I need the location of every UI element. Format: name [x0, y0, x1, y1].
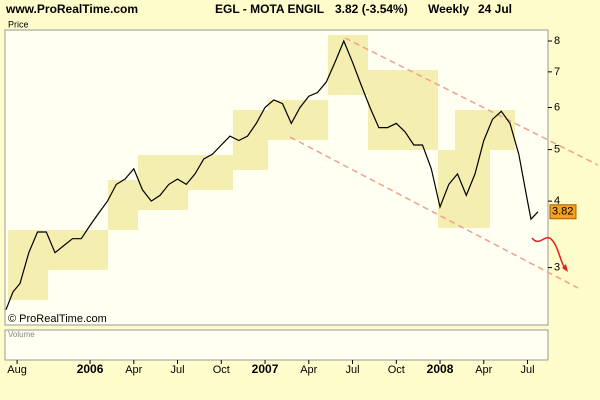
- x-tick-label: Apr: [125, 364, 142, 376]
- channel-lines: [289, 37, 599, 289]
- y-tick-label: 7: [554, 66, 560, 78]
- x-tick-label: Apr: [300, 364, 317, 376]
- x-tick-label: Apr: [475, 364, 492, 376]
- date: 24 Jul: [478, 2, 512, 16]
- x-tick-label: 2008: [427, 362, 454, 376]
- x-tick-label: 2006: [77, 362, 104, 376]
- y-tick-label: 3: [554, 262, 560, 274]
- y-tick-label: 6: [554, 101, 560, 113]
- last-price-box: [549, 204, 577, 220]
- x-tick-label: Aug: [7, 364, 27, 376]
- period: Weekly: [428, 2, 469, 16]
- x-tick-label: Oct: [213, 364, 230, 376]
- last-price-label: 3.82: [552, 206, 573, 218]
- volume-panel: [4, 329, 549, 361]
- x-tick-label: Oct: [388, 364, 405, 376]
- y-tick-label: 4: [554, 195, 560, 207]
- x-tick-label: 2007: [252, 362, 279, 376]
- y-axis-label: Price: [8, 19, 29, 29]
- chart-title: EGL - MOTA ENGIL: [215, 2, 324, 16]
- x-tick-label: Jul: [520, 364, 534, 376]
- y-tick-label: 5: [554, 143, 560, 155]
- x-tick-label: Jul: [346, 364, 360, 376]
- price-line: [5, 39, 539, 310]
- volume-label: Volume: [8, 330, 35, 339]
- site: www.ProRealTime.com: [5, 2, 138, 16]
- projection-arrow: [531, 236, 567, 271]
- copyright: © ProRealTime.com: [8, 313, 107, 325]
- change: 3.82 (-3.54%): [335, 2, 408, 16]
- x-tick-label: Jul: [171, 364, 185, 376]
- y-tick-label: 8: [554, 35, 560, 47]
- arrow-head: [562, 264, 568, 272]
